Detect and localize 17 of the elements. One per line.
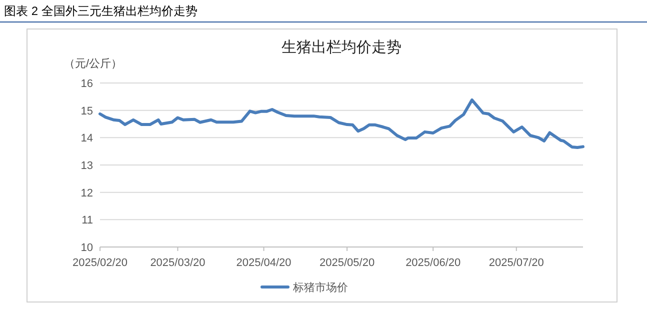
y-tick-label: 14 [80,132,93,145]
chart-title: 图表 2 全国外三元生猪出栏均价走势 [4,4,198,18]
x-tick-label: 2025/04/20 [236,257,292,269]
y-tick-label: 16 [80,78,93,90]
x-tick-label: 2025/05/20 [320,257,375,269]
legend-label: 标猪市场价 [292,281,348,294]
y-tick-label: 15 [80,105,93,118]
y-axis-title: （元/公斤） [64,57,122,70]
x-tick-label: 2025/07/20 [488,257,544,269]
y-tick-label: 11 [82,214,93,227]
y-tick-label: 10 [80,242,93,254]
y-tick-label: 13 [80,160,93,172]
x-tick-label: 2025/06/20 [406,257,461,269]
x-tick-label: 2025/02/20 [72,257,128,269]
y-tick-label: 12 [80,187,93,200]
x-tick-label: 2025/03/20 [150,257,206,269]
chart-subtitle: 生猪出栏均价走势 [282,39,402,56]
